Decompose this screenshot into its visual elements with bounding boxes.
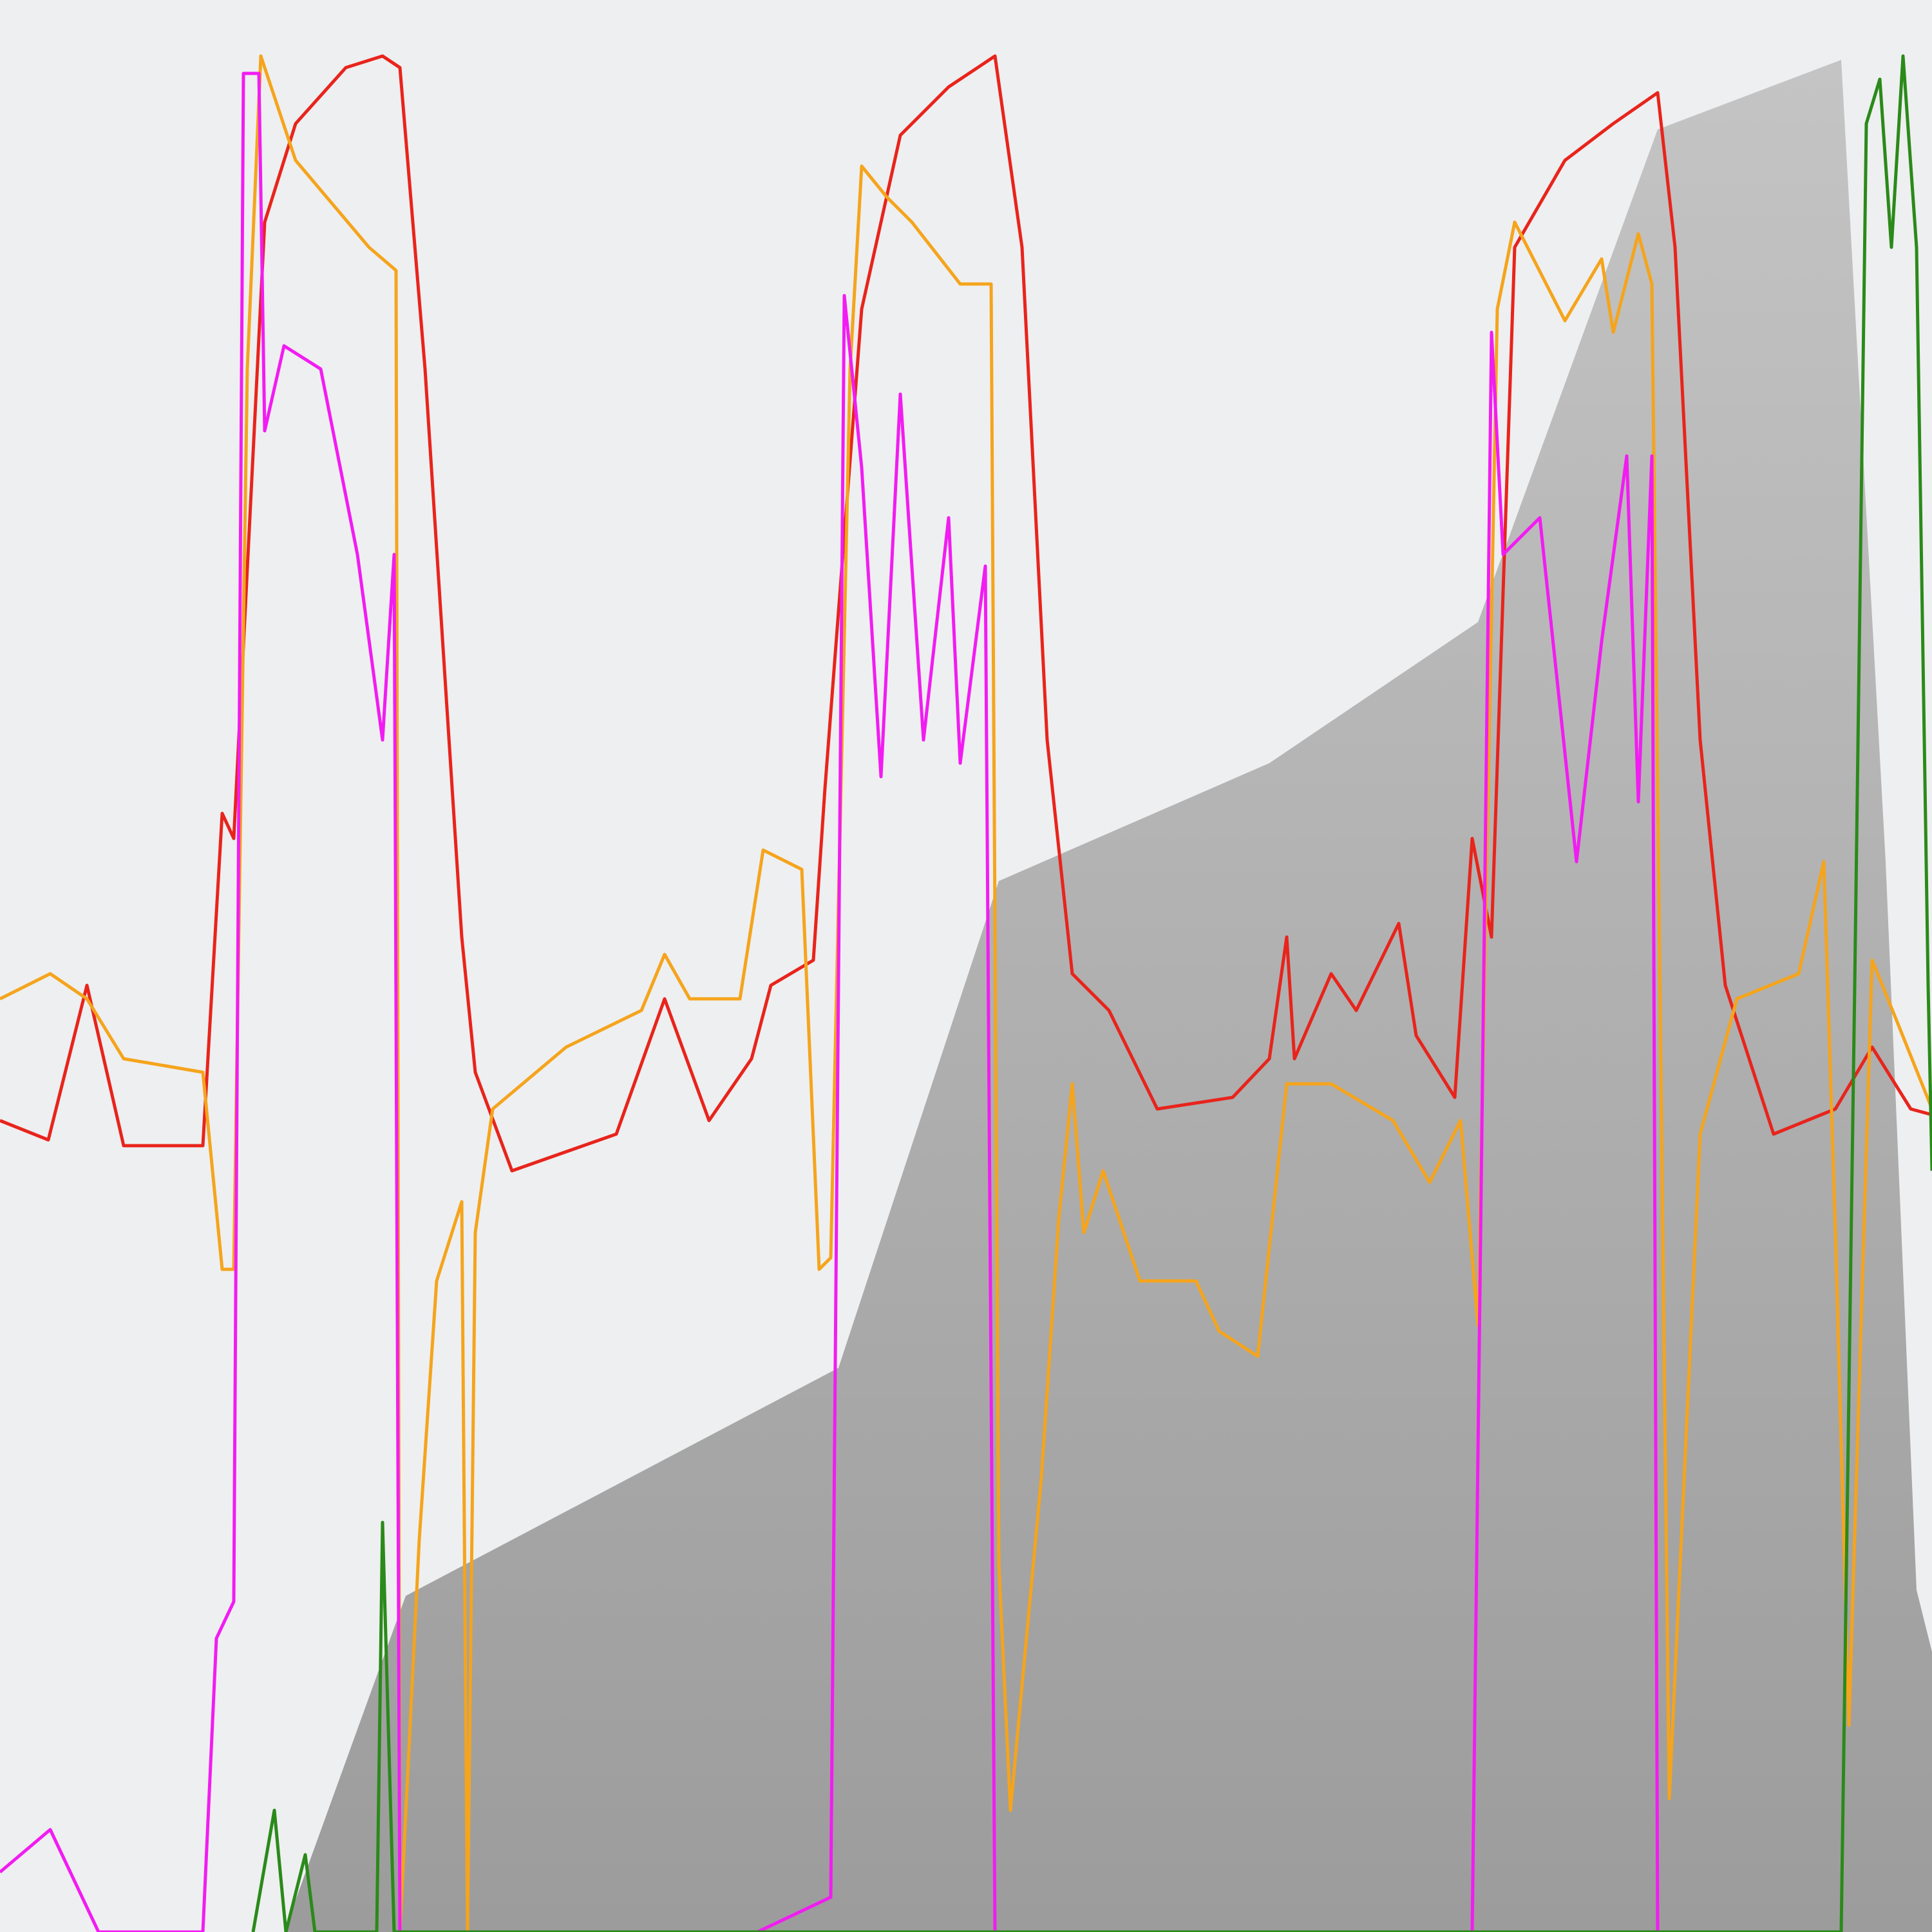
area-series bbox=[284, 60, 1932, 1932]
line-series-1 bbox=[0, 54, 1932, 1173]
line-series-4 bbox=[251, 54, 1932, 1932]
line-series-2 bbox=[0, 54, 1932, 1932]
chart-marks bbox=[0, 54, 1932, 1932]
line-series-3 bbox=[0, 71, 1660, 1932]
